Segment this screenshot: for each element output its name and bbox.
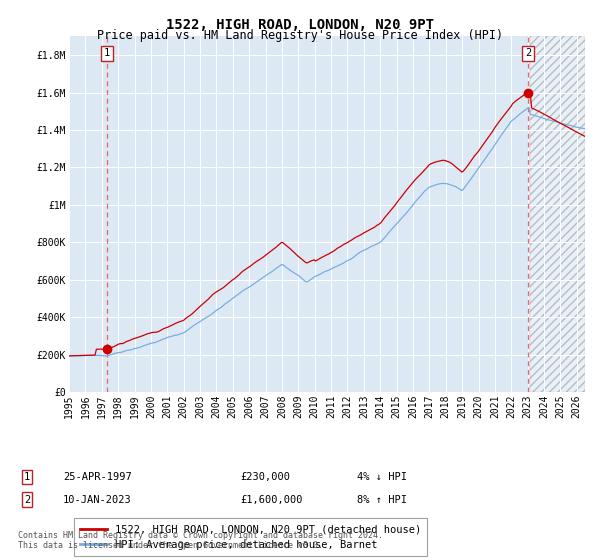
Text: 1522, HIGH ROAD, LONDON, N20 9PT: 1522, HIGH ROAD, LONDON, N20 9PT — [166, 18, 434, 32]
Text: 8% ↑ HPI: 8% ↑ HPI — [357, 494, 407, 505]
Text: 10-JAN-2023: 10-JAN-2023 — [63, 494, 132, 505]
Text: £230,000: £230,000 — [240, 472, 290, 482]
Text: 2: 2 — [525, 48, 531, 58]
Bar — [530, 36, 585, 392]
Text: 1: 1 — [24, 472, 30, 482]
Text: Price paid vs. HM Land Registry's House Price Index (HPI): Price paid vs. HM Land Registry's House … — [97, 29, 503, 42]
Text: 25-APR-1997: 25-APR-1997 — [63, 472, 132, 482]
Text: Contains HM Land Registry data © Crown copyright and database right 2024.
This d: Contains HM Land Registry data © Crown c… — [18, 530, 383, 550]
Bar — [530, 36, 585, 392]
Text: 1: 1 — [104, 48, 110, 58]
Text: £1,600,000: £1,600,000 — [240, 494, 302, 505]
Legend: 1522, HIGH ROAD, LONDON, N20 9PT (detached house), HPI: Average price, detached : 1522, HIGH ROAD, LONDON, N20 9PT (detach… — [74, 518, 427, 556]
Text: 2: 2 — [24, 494, 30, 505]
Text: 4% ↓ HPI: 4% ↓ HPI — [357, 472, 407, 482]
